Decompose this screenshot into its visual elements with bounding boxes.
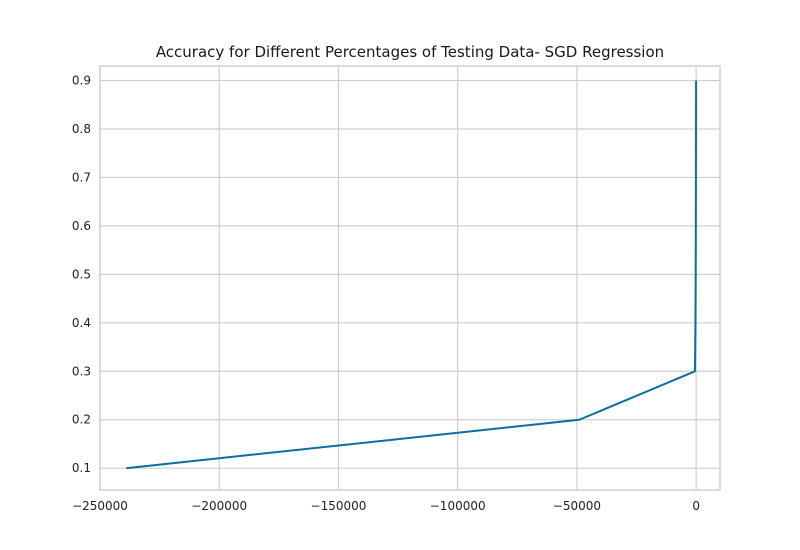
y-tick-label: 0.3 (72, 364, 91, 378)
y-tick-label: 0.1 (72, 461, 91, 475)
y-tick-label: 0.2 (72, 413, 91, 427)
axes-frame (99, 65, 721, 491)
x-tick-labels: −250000 −200000 −150000 −100000 −50000 0 (72, 499, 700, 513)
y-tick-label: 0.9 (72, 74, 91, 88)
y-tick-label: 0.4 (72, 316, 91, 330)
series-layer (126, 80, 698, 470)
x-tick-label: 0 (692, 499, 700, 513)
x-tick-label: −250000 (72, 499, 128, 513)
x-tick-label: −150000 (311, 499, 367, 513)
y-tick-label: 0.8 (72, 122, 91, 136)
x-tick-label: −50000 (553, 499, 601, 513)
y-tick-labels: 0.1 0.2 0.3 0.4 0.5 0.6 0.7 0.8 0.9 (72, 74, 91, 476)
x-tick-label: −100000 (430, 499, 486, 513)
y-tick-label: 0.6 (72, 219, 91, 233)
chart-title: Accuracy for Different Percentages of Te… (156, 43, 664, 61)
grid (99, 66, 720, 490)
y-tick-label: 0.7 (72, 170, 91, 184)
y-tick-label: 0.5 (72, 267, 91, 281)
x-tick-label: −200000 (191, 499, 247, 513)
